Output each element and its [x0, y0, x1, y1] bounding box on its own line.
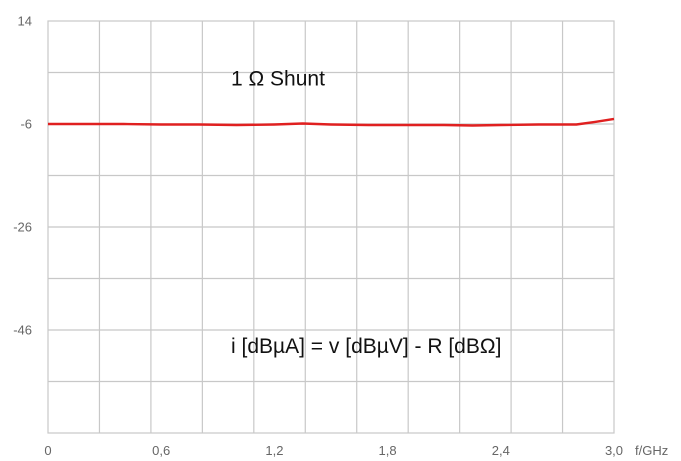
x-tick-label: 0 — [44, 443, 51, 458]
y-tick-label: -26 — [13, 220, 32, 235]
chart-annotation: 1 Ω Shunt — [231, 67, 325, 90]
tick-labels: 0 0,6 1,2 1,8 2,4 3,0 14 -6 -26 -46 — [13, 14, 623, 459]
chart-annotation: i [dBµA] = v [dBµV] - R [dBΩ] — [231, 335, 501, 358]
x-tick-label: 1,2 — [265, 443, 283, 458]
grid — [47, 20, 615, 434]
annotations: 1 Ω Shunt i [dBµA] = v [dBµV] - R [dBΩ] — [231, 67, 501, 358]
x-axis-unit-label: f/GHz — [635, 443, 668, 458]
y-tick-label: 14 — [18, 14, 32, 29]
x-tick-label: 2,4 — [492, 443, 510, 458]
x-tick-label: 1,8 — [379, 443, 397, 458]
y-tick-label: -6 — [20, 117, 32, 132]
series-layer — [48, 117, 615, 127]
x-tick-label: 0,6 — [152, 443, 170, 458]
series-line — [48, 117, 615, 127]
x-tick-label: 3,0 — [605, 443, 623, 458]
y-tick-label: -46 — [13, 323, 32, 338]
